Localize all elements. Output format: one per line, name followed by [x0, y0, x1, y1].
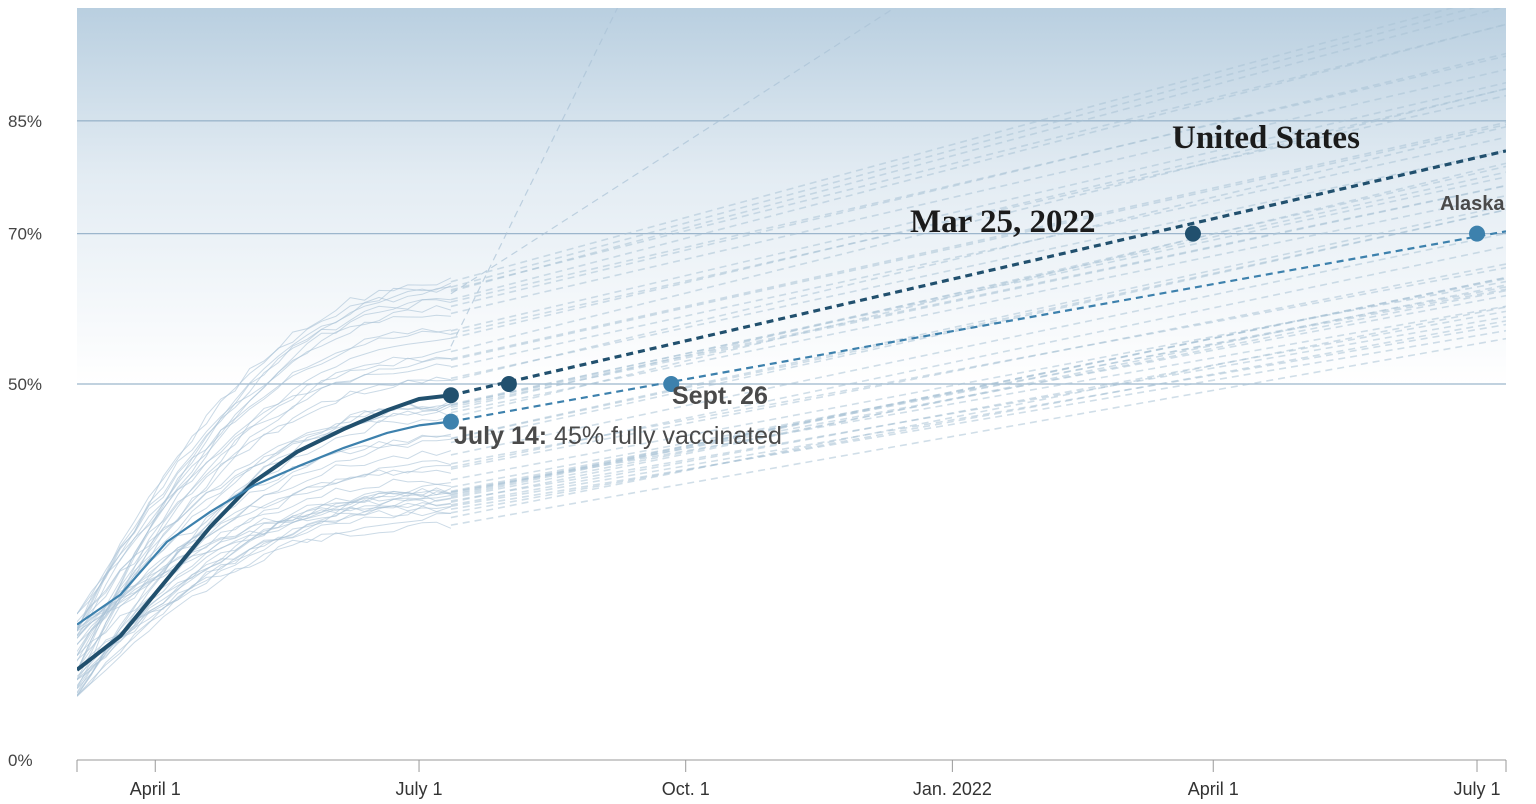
- state-line: [77, 356, 451, 615]
- state-line: [77, 297, 451, 629]
- series-line-alaska: [77, 420, 452, 626]
- state-line: [77, 348, 452, 662]
- marker-point: [663, 376, 680, 392]
- sept-label: Sept. 26: [672, 382, 768, 410]
- state-line: [77, 497, 451, 697]
- state-projection: [450, 94, 1506, 335]
- state-line: [77, 329, 451, 615]
- state-projection: [450, 310, 1506, 506]
- x-tick-label: Jan. 2022: [913, 779, 992, 799]
- marker-point: [1184, 225, 1201, 242]
- marker-point: [442, 387, 459, 404]
- y-tick-label: 85%: [8, 112, 42, 131]
- july-14-label: July 14: 45% fully vaccinated: [454, 422, 782, 450]
- state-projection: [450, 55, 1506, 303]
- state-line: [77, 505, 452, 681]
- state-line: [77, 379, 451, 628]
- state-line: [77, 489, 452, 687]
- state-projection: [450, 288, 1506, 489]
- state-projection: [450, 316, 1506, 502]
- state-projection: [450, 8, 1476, 288]
- highlight-lines: [77, 149, 1506, 672]
- state-line: [77, 494, 451, 632]
- state-line: [77, 465, 451, 636]
- state-projection: [450, 81, 1506, 332]
- state-projection: [450, 126, 1506, 382]
- state-projection: [450, 23, 1506, 301]
- state-line: [77, 363, 451, 615]
- x-tick-label: July 1: [396, 779, 443, 799]
- state-line: [77, 478, 451, 646]
- state-projection: [450, 88, 1506, 339]
- state-line: [77, 282, 452, 631]
- y-axis: 0% 50% 70% 85%: [8, 112, 42, 770]
- series-projection-united-states: [450, 149, 1506, 397]
- state-projection: [450, 294, 1506, 493]
- state-line: [77, 495, 451, 656]
- x-tick-label: April 1: [1188, 779, 1239, 799]
- state-projection: [450, 68, 1506, 315]
- state-line: [77, 328, 451, 636]
- state-line: [77, 435, 451, 639]
- x-tick-label: Oct. 1: [662, 779, 710, 799]
- state-projection: [450, 8, 619, 347]
- state-projection: [450, 8, 896, 295]
- state-line: [77, 405, 452, 656]
- state-projection: [450, 123, 1506, 361]
- state-line: [77, 438, 451, 694]
- state-projection: [450, 8, 1455, 283]
- united-states-label: United States: [1172, 120, 1360, 156]
- y-tick-label: 0%: [8, 751, 33, 770]
- marker-point: [500, 376, 517, 392]
- state-line: [77, 314, 451, 632]
- state-projection: [450, 320, 1506, 514]
- state-projection: [450, 87, 1506, 353]
- state-projection: [450, 209, 1506, 444]
- alaska-label: Alaska: [1440, 193, 1505, 215]
- state-projection: [450, 204, 1506, 440]
- state-lines: [77, 8, 1506, 697]
- state-line: [77, 277, 452, 631]
- state-line: [77, 299, 451, 688]
- state-projection: [450, 162, 1506, 419]
- state-line: [77, 376, 451, 657]
- state-projection: [450, 171, 1506, 407]
- state-projection: [450, 121, 1506, 360]
- x-tick-label: July 1: [1453, 779, 1500, 799]
- state-projection: [450, 337, 1506, 526]
- marker-point: [442, 413, 459, 430]
- state-projection: [450, 8, 1503, 293]
- july-14-bold: July 14:: [454, 422, 547, 450]
- july-14-rest: 45% fully vaccinated: [547, 422, 782, 450]
- state-projection: [450, 280, 1506, 481]
- x-axis: April 1 July 1 Oct. 1 Jan. 2022 April 1 July …: [76, 759, 1507, 799]
- state-projection: [450, 23, 1506, 291]
- y-tick-label: 70%: [8, 225, 42, 244]
- state-line: [77, 512, 451, 697]
- y-tick-label: 50%: [8, 375, 42, 394]
- state-line: [77, 460, 452, 689]
- state-projection: [450, 266, 1506, 465]
- state-projection: [450, 323, 1506, 508]
- series-projection-alaska: [450, 230, 1506, 423]
- state-projection: [450, 52, 1506, 308]
- x-tick-label: April 1: [130, 779, 181, 799]
- marker-point: [1469, 225, 1486, 242]
- united-states-date-label: Mar 25, 2022: [910, 204, 1095, 240]
- state-projection: [450, 329, 1506, 511]
- state-projection: [450, 305, 1506, 494]
- state-line: [77, 450, 452, 645]
- series-line-united-states: [77, 393, 452, 672]
- state-line: [77, 337, 451, 680]
- markers: [442, 225, 1486, 430]
